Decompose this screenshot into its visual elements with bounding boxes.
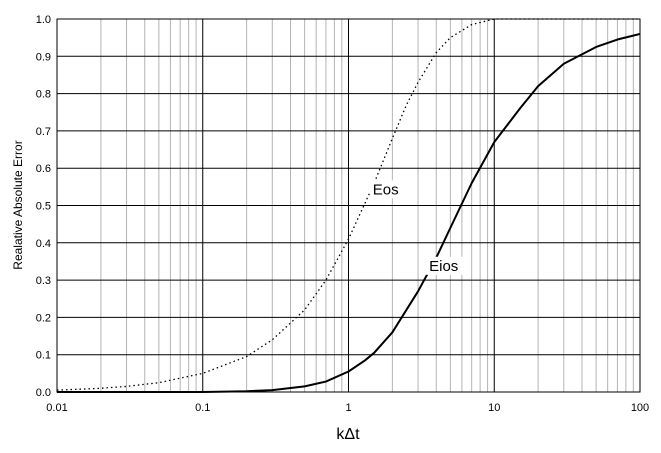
plot-border	[56, 18, 641, 393]
curve-label-background	[369, 180, 402, 199]
curve-label-eos: Eos	[373, 181, 399, 198]
y-tick-label: 0.9	[36, 51, 51, 63]
curve-label-eios: Eios	[429, 258, 458, 275]
series-line-eios	[57, 32, 641, 393]
x-axis-title: kΔt	[336, 426, 360, 443]
y-axis-title: Realative Absolute Error	[11, 140, 25, 269]
x-tick-label: 100	[631, 402, 649, 414]
x-tick-label: 10	[488, 402, 500, 414]
series-line-eos	[56, 18, 640, 391]
y-tick-label: 0.1	[36, 350, 51, 362]
y-tick-labels: 0.0 0.1 0.2 0.3 0.4 0.5 0.6 0.7 0.8 0.9 1.0	[36, 14, 51, 399]
y-tick-label: 1.0	[36, 14, 51, 26]
y-tick-label: 0.3	[36, 275, 51, 287]
y-tick-label: 0.0	[36, 387, 51, 399]
x-tick-label: 0.1	[195, 402, 210, 414]
curve-label-background	[423, 256, 464, 275]
curve-labels: Eos Eios	[369, 180, 464, 275]
y-tick-label: 0.2	[36, 312, 51, 324]
y-tick-label: 0.6	[36, 163, 51, 175]
y-tick-label: 0.5	[36, 201, 51, 213]
y-tick-label: 0.8	[36, 89, 51, 101]
y-tick-label: 0.7	[36, 126, 51, 138]
x-tick-labels: 0.01 0.1 1 10 100	[46, 402, 649, 414]
series-layer	[56, 18, 641, 393]
x-tick-label: 1	[345, 402, 351, 414]
y-tick-label: 0.4	[36, 238, 51, 250]
x-tick-label: 0.01	[46, 402, 67, 414]
